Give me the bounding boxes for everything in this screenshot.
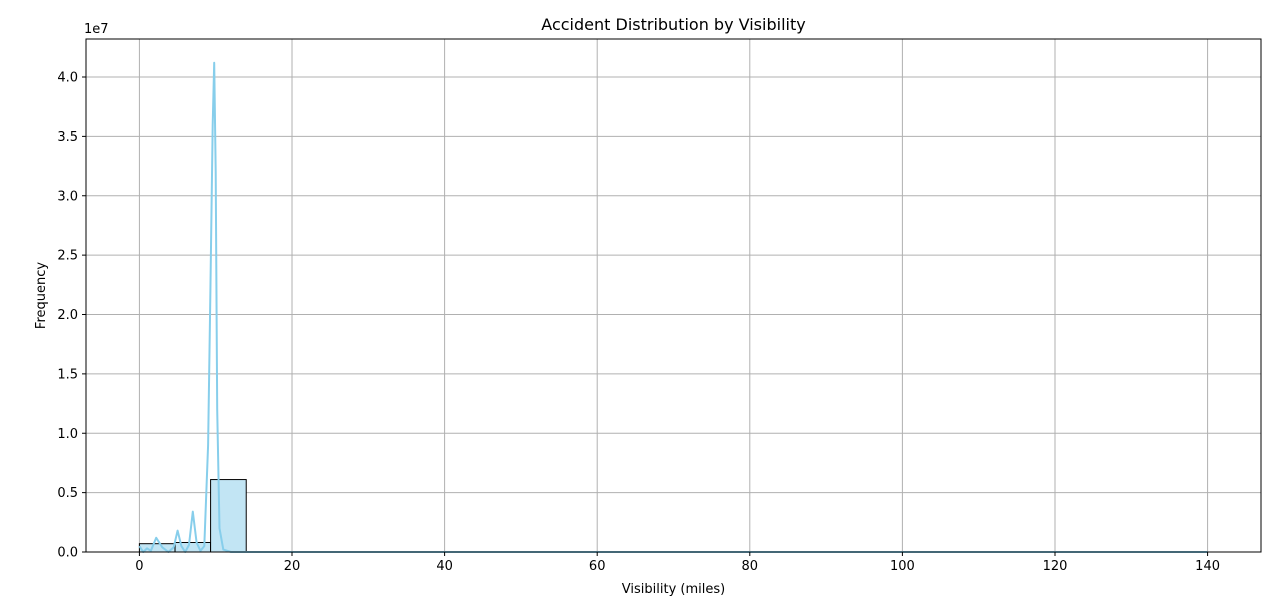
y-axis-ticks: 0.0 0.5 1.0 1.5 2.0 2.5 3.0 3.5 4.0 <box>57 71 86 561</box>
y-tick-label: 3.0 <box>57 189 78 204</box>
histogram-bars <box>138 479 532 553</box>
x-tick-label: 60 <box>589 559 606 574</box>
y-axis-offset-label: 1e7 <box>84 22 109 37</box>
y-tick-label: 4.0 <box>57 71 78 86</box>
x-tick-label: 100 <box>890 559 915 574</box>
chart-title: Accident Distribution by Visibility <box>541 15 805 34</box>
histogram-bar <box>210 479 247 553</box>
y-tick-label: 3.5 <box>57 130 78 145</box>
y-tick-label: 2.0 <box>57 308 78 323</box>
grid <box>86 39 1261 553</box>
y-tick-label: 1.0 <box>57 427 78 442</box>
x-tick-label: 0 <box>135 559 143 574</box>
y-tick-label: 0.5 <box>57 486 78 501</box>
x-axis-ticks: 0 20 40 60 80 100 120 140 <box>135 552 1220 574</box>
x-tick-label: 120 <box>1043 559 1068 574</box>
plot-frame <box>85 38 1262 553</box>
x-tick-label: 40 <box>436 559 453 574</box>
y-tick-label: 2.5 <box>57 249 78 264</box>
x-tick-label: 20 <box>284 559 301 574</box>
y-axis-label: Frequency <box>34 262 49 329</box>
x-tick-label: 80 <box>742 559 759 574</box>
y-tick-label: 0.0 <box>57 546 78 561</box>
y-tick-label: 1.5 <box>57 367 78 382</box>
x-tick-label: 140 <box>1195 559 1220 574</box>
x-axis-label: Visibility (miles) <box>622 582 725 597</box>
